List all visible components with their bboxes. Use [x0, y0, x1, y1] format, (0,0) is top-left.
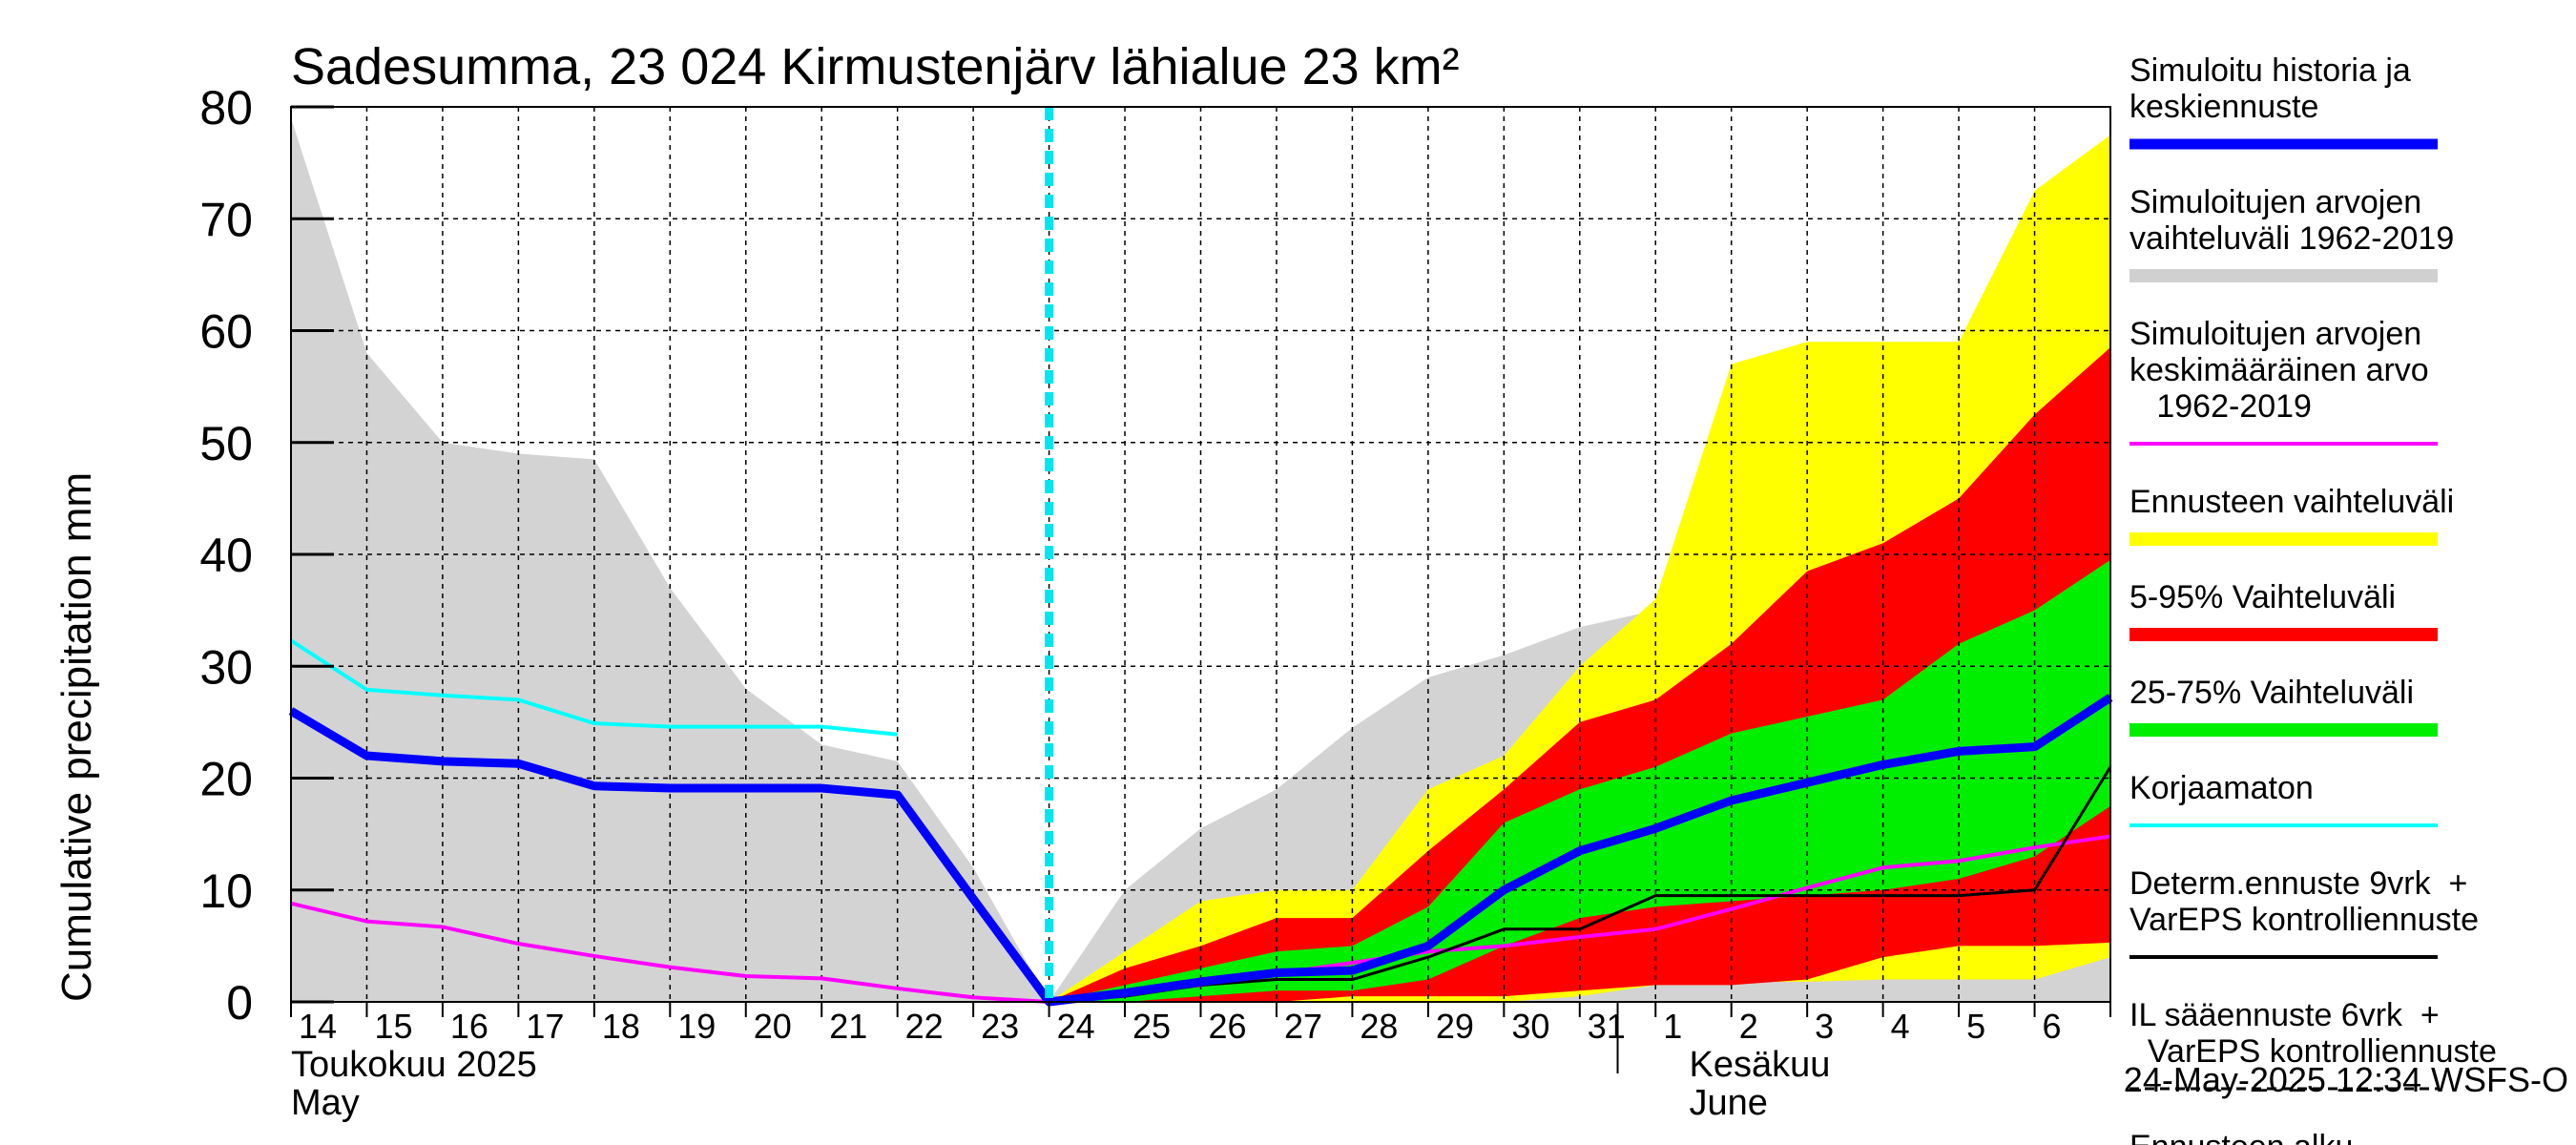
x-tick-label: 26	[1209, 1007, 1247, 1046]
series-line-korjaamaton	[289, 638, 898, 737]
x-tick-label: 16	[450, 1007, 488, 1046]
legend-label: 5-95% Vaihteluväli	[2129, 579, 2396, 615]
x-tick-label: 19	[677, 1007, 716, 1046]
y-tick-label: 60	[199, 305, 253, 359]
x-tick-label: 15	[374, 1007, 412, 1046]
x-tick-label: 23	[981, 1007, 1019, 1046]
y-tick-label: 40	[199, 529, 253, 582]
legend-label: Determ.ennuste 9vrk +	[2129, 865, 2467, 902]
x-tick-label: 21	[829, 1007, 867, 1046]
legend-label: Simuloitu historia ja	[2129, 52, 2411, 89]
legend-label: VarEPS kontrolliennuste	[2129, 902, 2479, 938]
x-tick-label: 27	[1284, 1007, 1322, 1046]
series-line-simuloitu-historia-ja-keskiennuste	[288, 694, 2113, 1007]
y-tick-label: 10	[199, 864, 253, 918]
y-tick-label: 50	[199, 417, 253, 470]
y-tick-label: 30	[199, 640, 253, 694]
x-tick-label: 5	[1966, 1007, 1985, 1046]
legend-label: Simuloitujen arvojen	[2129, 184, 2421, 220]
timestamp: 24-May-2025 12:34 WSFS-O	[2124, 1060, 2568, 1099]
legend-label: keskiennuste	[2129, 89, 2318, 125]
legend-label: 1962-2019	[2129, 388, 2312, 425]
y-tick-label: 20	[199, 753, 253, 806]
x-tick-label: 28	[1360, 1007, 1398, 1046]
series-line-determ-ennuste-9vrk-vareps-kontrolliennuste	[1049, 765, 2112, 1004]
x-tick-label: 17	[526, 1007, 564, 1046]
legend-label: vaihteluväli 1962-2019	[2129, 220, 2454, 257]
legend-label: Simuloitujen arvojen	[2129, 316, 2421, 352]
month-label: Toukokuu 2025	[291, 1045, 537, 1085]
y-tick-label: 70	[199, 193, 253, 246]
month-label-english: May	[291, 1083, 360, 1123]
legend-label: Korjaamaton	[2129, 770, 2314, 806]
x-tick-label: 24	[1057, 1007, 1095, 1046]
legend-label: IL sääennuste 6vrk +	[2129, 997, 2440, 1033]
legend-label: VarEPS kontrolliennuste	[2129, 1033, 2497, 1070]
x-tick-label: 30	[1511, 1007, 1549, 1046]
x-tick-label: 6	[2043, 1007, 2062, 1046]
legend-label: 25-75% Vaihteluväli	[2129, 675, 2414, 711]
x-tick-label: 1	[1663, 1007, 1682, 1046]
y-tick-label: 0	[226, 976, 253, 1030]
x-tick-label: 18	[602, 1007, 640, 1046]
legend-label: Ennusteen alku	[2129, 1129, 2353, 1145]
plot-area	[288, 107, 2113, 1007]
chart-title: Sadesumma, 23 024 Kirmustenjärv lähialue…	[291, 38, 1460, 95]
y-tick-label: 80	[199, 81, 253, 135]
band-25-75-vaihteluvali	[1049, 559, 2110, 1002]
x-tick-label: 31	[1588, 1007, 1626, 1046]
x-tick-label: 2	[1739, 1007, 1758, 1046]
x-tick-label: 22	[905, 1007, 944, 1046]
x-tick-label: 4	[1891, 1007, 1910, 1046]
month-label-english: June	[1690, 1083, 1768, 1123]
legend-label: keskimääräinen arvo	[2129, 352, 2429, 388]
y-axis-label: Cumulative precipitation mm	[53, 472, 100, 1002]
legend-label: Ennusteen vaihteluväli	[2129, 484, 2454, 520]
x-tick-label: 29	[1436, 1007, 1474, 1046]
x-tick-label: 3	[1815, 1007, 1834, 1046]
x-tick-label: 14	[299, 1007, 337, 1046]
month-label: Kesäkuu	[1690, 1045, 1831, 1085]
x-tick-label: 20	[754, 1007, 792, 1046]
x-tick-label: 25	[1132, 1007, 1171, 1046]
